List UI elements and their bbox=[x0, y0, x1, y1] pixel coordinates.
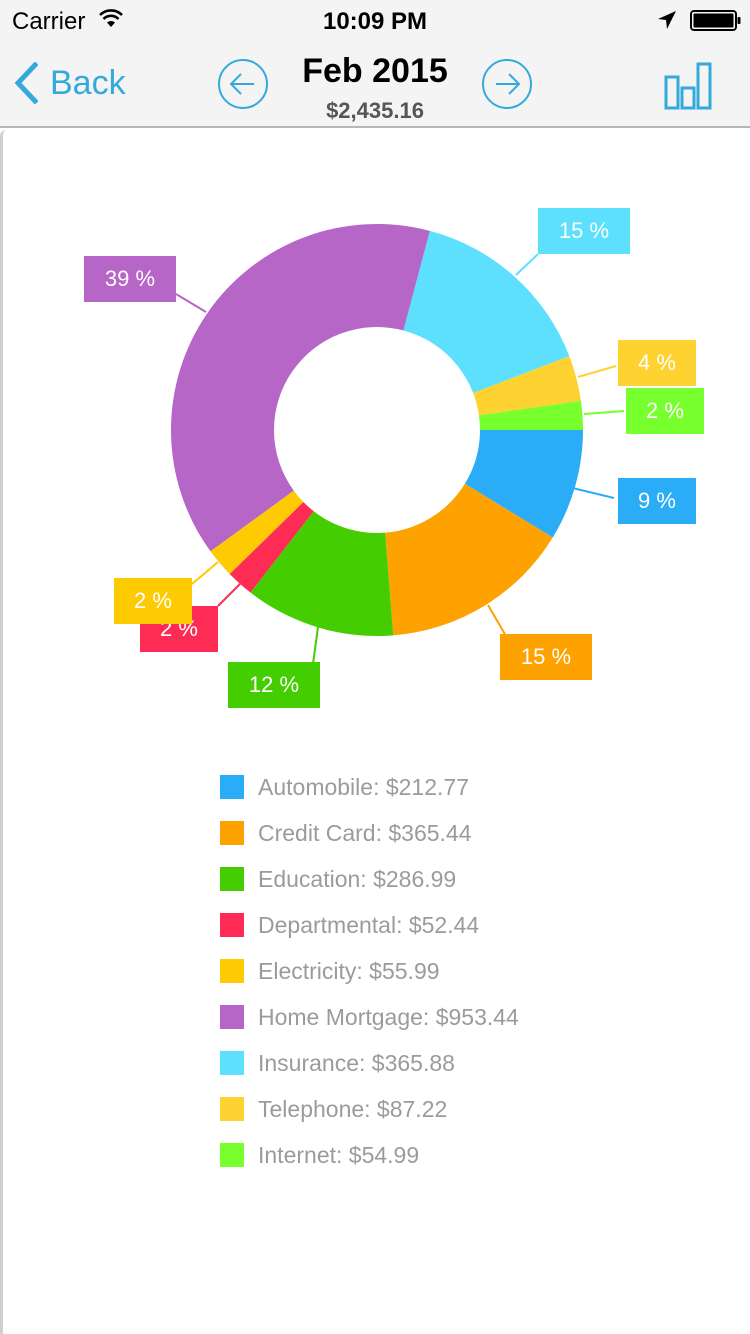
legend-item: Insurance: $365.88 bbox=[220, 1040, 519, 1086]
battery-full-icon bbox=[690, 10, 742, 39]
legend-label: Electricity: $55.99 bbox=[258, 957, 440, 984]
legend-item: Telephone: $87.22 bbox=[220, 1086, 519, 1132]
donut-slice-telephone[interactable] bbox=[473, 356, 581, 416]
legend-label: Telephone: $87.22 bbox=[258, 1095, 448, 1122]
legend-label: Automobile: $212.77 bbox=[258, 773, 469, 800]
legend-label: Departmental: $52.44 bbox=[258, 911, 480, 938]
legend-swatch bbox=[220, 1051, 244, 1075]
legend-label: Credit Card: $365.44 bbox=[258, 819, 472, 846]
legend-label: Insurance: $365.88 bbox=[258, 1049, 455, 1076]
back-label: Back bbox=[50, 63, 126, 102]
donut-slice-automobile[interactable] bbox=[464, 430, 583, 538]
legend-item: Internet: $54.99 bbox=[220, 1132, 519, 1178]
legend-swatch bbox=[220, 959, 244, 983]
legend-label: Home Mortgage: $953.44 bbox=[258, 1003, 519, 1030]
bar-chart-toggle-button[interactable] bbox=[660, 60, 716, 112]
donut-slice-departmental[interactable] bbox=[229, 501, 314, 593]
clock: 10:09 PM bbox=[322, 8, 428, 35]
chart-legend: Automobile: $212.77 Credit Card: $365.44 E… bbox=[220, 764, 519, 1178]
donut-slice-home-mortgage[interactable] bbox=[171, 224, 430, 552]
leader-line bbox=[577, 365, 617, 378]
leader-line bbox=[515, 253, 539, 276]
legend-item: Home Mortgage: $953.44 bbox=[220, 994, 519, 1040]
donut-slice-credit-card[interactable] bbox=[385, 483, 553, 636]
legend-item: Electricity: $55.99 bbox=[220, 948, 519, 994]
legend-item: Automobile: $212.77 bbox=[220, 764, 519, 810]
legend-item: Credit Card: $365.44 bbox=[220, 810, 519, 856]
donut-slice-education[interactable] bbox=[250, 511, 394, 636]
page-title: Feb 2015 bbox=[302, 52, 448, 90]
arrow-left-circle-icon bbox=[218, 59, 268, 109]
leader-line bbox=[583, 410, 625, 415]
bar-chart-icon bbox=[664, 62, 712, 110]
legend-swatch bbox=[220, 775, 244, 799]
legend-item: Education: $286.99 bbox=[220, 856, 519, 902]
legend-item: Departmental: $52.44 bbox=[220, 902, 519, 948]
legend-swatch bbox=[220, 821, 244, 845]
location-arrow-icon bbox=[656, 9, 678, 38]
legend-swatch bbox=[220, 1005, 244, 1029]
legend-swatch bbox=[220, 1097, 244, 1121]
legend-label: Education: $286.99 bbox=[258, 865, 457, 892]
legend-swatch bbox=[220, 913, 244, 937]
wifi-icon bbox=[98, 8, 124, 36]
arrow-right-circle-icon bbox=[482, 59, 532, 109]
navigation-bar: Back Feb 2015 $2,435.16 bbox=[0, 40, 750, 128]
leader-line bbox=[175, 293, 207, 313]
month-total: $2,435.16 bbox=[326, 98, 424, 123]
chevron-left-icon bbox=[14, 62, 38, 104]
legend-swatch bbox=[220, 1143, 244, 1167]
donut-slice-insurance[interactable] bbox=[403, 230, 570, 394]
carrier-label: Carrier bbox=[12, 8, 86, 35]
back-button[interactable]: Back bbox=[14, 58, 126, 108]
next-month-button[interactable] bbox=[481, 58, 533, 110]
chart-content-panel bbox=[0, 130, 750, 1334]
donut-slice-electricity[interactable] bbox=[210, 490, 304, 574]
donut-slice-internet[interactable] bbox=[478, 400, 583, 430]
leader-line bbox=[217, 583, 241, 607]
legend-swatch bbox=[220, 867, 244, 891]
legend-label: Internet: $54.99 bbox=[258, 1141, 420, 1168]
previous-month-button[interactable] bbox=[217, 58, 269, 110]
leader-line bbox=[191, 561, 219, 585]
leader-line bbox=[487, 604, 507, 637]
leader-line bbox=[312, 626, 319, 665]
status-bar: Carrier 10:09 PM bbox=[0, 0, 750, 40]
